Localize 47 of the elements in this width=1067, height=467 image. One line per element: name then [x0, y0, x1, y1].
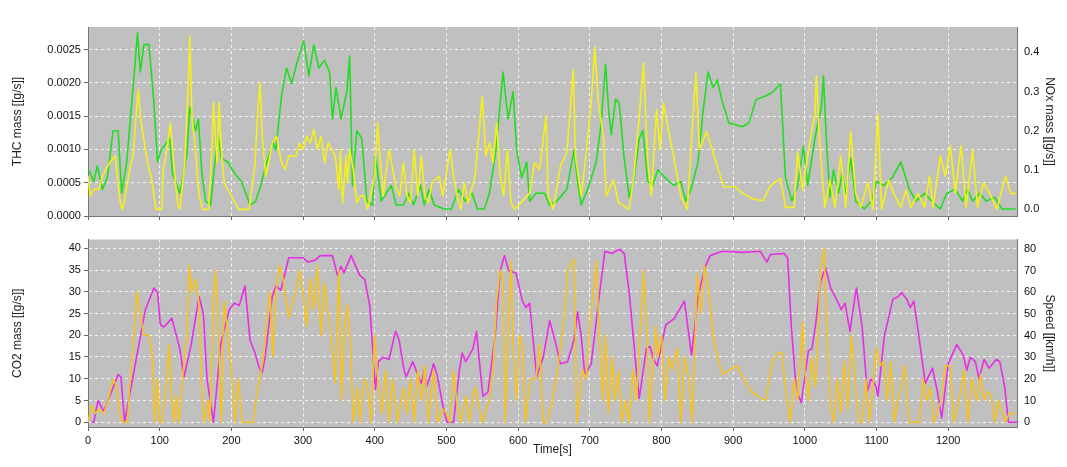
y2-tick-label: 0.3	[1024, 84, 1040, 97]
y2-tick-label: 0.2	[1024, 123, 1040, 136]
y-axis-title: THC mass [[g/s]]	[9, 76, 24, 167]
x-tick-label: 500	[437, 433, 456, 446]
x-tick-label: 900	[723, 433, 743, 446]
y2-tick-label: 0	[1024, 415, 1031, 428]
y-tick-label: 40	[68, 241, 81, 254]
y-tick-label: 0	[74, 415, 81, 428]
y2-tick-label: 40	[1024, 328, 1037, 341]
y2-tick-label: 70	[1024, 263, 1037, 276]
y2-tick-label: 60	[1024, 285, 1037, 298]
y-tick-label: 25	[68, 306, 81, 319]
y2-axis-title: NOx mass [[g/s]]	[1043, 77, 1058, 166]
y-tick-label: 0.0005	[47, 175, 81, 188]
y-tick-label: 20	[68, 328, 81, 341]
y2-tick-label: 0.1	[1024, 162, 1040, 175]
y2-tick-label: 0.4	[1024, 45, 1040, 58]
y-tick-label: 0.0015	[47, 109, 81, 122]
y2-tick-label: 10	[1024, 393, 1037, 406]
y-tick-label: 0.0025	[47, 42, 81, 55]
x-tick-label: 0	[84, 433, 92, 446]
y2-tick-label: 30	[1024, 350, 1037, 363]
y-tick-label: 0.0020	[47, 75, 81, 88]
y2-tick-label: 80	[1024, 242, 1037, 255]
x-tick-label: 200	[222, 433, 241, 446]
x-axis-title: Time[s]	[533, 442, 572, 457]
x-tick-label: 600	[508, 433, 528, 446]
y-tick-label: 35	[68, 263, 81, 276]
y-tick-label: 10	[68, 371, 81, 384]
y2-axis-title: Speed [[km/h]]	[1043, 294, 1058, 372]
y-tick-label: 15	[68, 350, 81, 363]
y-tick-label: 0.0000	[47, 209, 81, 222]
y-tick-label: 30	[68, 284, 81, 297]
y2-tick-label: 0.0	[1024, 201, 1040, 214]
y2-tick-label: 50	[1024, 307, 1037, 320]
y2-tick-label: 20	[1024, 371, 1037, 384]
y-tick-label: 5	[74, 393, 81, 406]
y-axis-title: CO2 mass [[g/s]]	[9, 288, 24, 378]
x-tick-label: 400	[365, 433, 384, 446]
x-tick-label: 100	[150, 433, 169, 446]
x-tick-label: 1000	[792, 433, 818, 446]
x-tick-label: 700	[580, 433, 599, 446]
x-tick-label: 800	[652, 433, 671, 446]
x-tick-label: 1200	[935, 433, 961, 446]
x-tick-label: 1100	[864, 433, 889, 446]
y-tick-label: 0.0010	[47, 142, 81, 155]
x-tick-label: 300	[293, 433, 313, 446]
